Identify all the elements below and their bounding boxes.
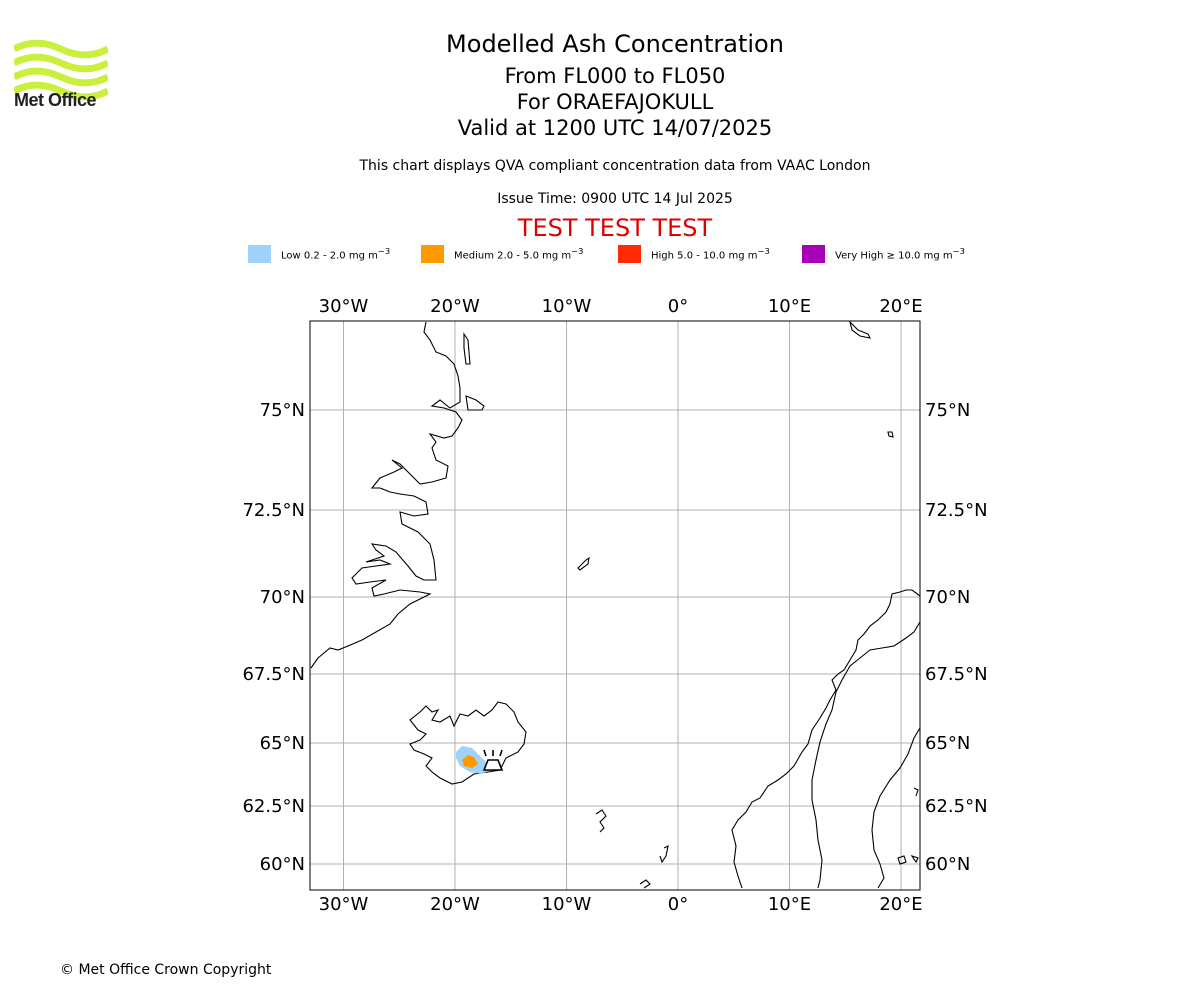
lat-tick-label-left: 67.5°N [242,664,305,685]
copyright-notice: © Met Office Crown Copyright [60,962,272,978]
sweden-finland-coast [871,727,921,889]
legend-swatch-low [248,245,271,263]
norway-coastline [731,589,921,889]
lon-tick-label-top: 0° [668,296,688,317]
lon-tick-label-top: 30°W [319,296,369,317]
graticule [310,321,920,890]
legend-item-low: Low 0.2 - 2.0 mg m−3 [248,244,390,264]
lon-tick-label-top: 20°W [430,296,480,317]
bear-island [887,431,894,438]
volcano-icon [482,749,504,771]
legend-item-very-high: Very High ≥ 10.0 mg m−3 [802,244,965,264]
greenland-coastline [310,321,463,669]
lat-tick-label-right: 67.5°N [925,664,988,685]
legend-swatch-very-high [802,245,825,263]
lat-tick-label-right: 70°N [925,587,970,608]
volcano-name: For ORAEFAJOKULL [516,90,714,114]
norway-inland-border [811,621,921,889]
lat-tick-label-left: 70°N [260,587,305,608]
greenland-island [465,395,485,411]
legend-label-low: Low 0.2 - 2.0 mg m [281,250,378,262]
lat-tick-label-left: 72.5°N [242,500,305,521]
chart-description: This chart displays QVA compliant concen… [359,158,871,174]
iceland-coastline [409,701,527,785]
lat-tick-label-right: 62.5°N [925,796,988,817]
axis-labels: 30°W 30°W 20°W 20°W 10°W 10°W 0° 0° 10°E 10°E 20°E… [242,296,987,915]
greenland-island [463,332,471,365]
lat-tick-label-right: 72.5°N [925,500,988,521]
svalbard-coastline [848,320,871,339]
legend-label-medium: Medium 2.0 - 5.0 mg m [454,250,572,262]
legend-item-medium: Medium 2.0 - 5.0 mg m−3 [421,244,583,264]
baltic-islands [910,854,919,864]
baltic-islands [897,855,907,865]
lon-tick-label-top: 10°E [768,296,811,317]
lat-tick-label-right: 60°N [925,854,970,875]
map-frame [309,320,921,891]
legend-label-high: High 5.0 - 10.0 mg m [651,250,758,262]
baltic-coast [913,787,919,797]
lon-tick-label-bottom: 20°W [430,894,480,915]
shetland-islands [659,845,669,864]
lat-tick-label-left: 65°N [260,733,305,754]
chart-title: Modelled Ash Concentration [446,30,784,58]
legend-label-very-high: Very High ≥ 10.0 mg m [835,250,953,262]
lon-tick-label-bottom: 10°W [542,894,592,915]
legend-item-high: High 5.0 - 10.0 mg m−3 [618,244,770,264]
jan-mayen [577,556,590,571]
lat-tick-label-left: 60°N [260,854,305,875]
lon-tick-label-bottom: 30°W [319,894,369,915]
lon-tick-label-bottom: 10°E [768,894,811,915]
lon-tick-label-bottom: 0° [668,894,688,915]
legend-swatch-medium [421,245,444,263]
legend-swatch-high [618,245,641,263]
logo-wordmark: Met Office [14,90,97,110]
concentration-legend: Low 0.2 - 2.0 mg m−3 Medium 2.0 - 5.0 mg… [248,244,1008,264]
lat-tick-label-right: 65°N [925,733,970,754]
issue-time: Issue Time: 0900 UTC 14 Jul 2025 [497,191,733,207]
met-office-logo-icon [14,39,108,101]
lat-tick-label-left: 62.5°N [242,796,305,817]
lat-tick-label-left: 75°N [260,400,305,421]
valid-time: Valid at 1200 UTC 14/07/2025 [457,116,773,140]
coastlines [310,320,921,889]
lon-tick-label-top: 10°W [542,296,592,317]
ash-plume [456,746,490,774]
faroe-islands [595,809,607,833]
ash-area-medium [462,755,478,768]
orkney-islands [639,879,651,889]
lon-tick-label-bottom: 20°E [879,894,922,915]
test-banner: TEST TEST TEST [517,214,713,242]
lon-tick-label-top: 20°E [879,296,922,317]
lat-tick-label-right: 75°N [925,400,970,421]
ash-concentration-map: 30°W 30°W 20°W 20°W 10°W 10°W 0° 0° 10°E 10°E 20°E… [242,296,987,915]
flight-level-range: From FL000 to FL050 [504,64,726,88]
